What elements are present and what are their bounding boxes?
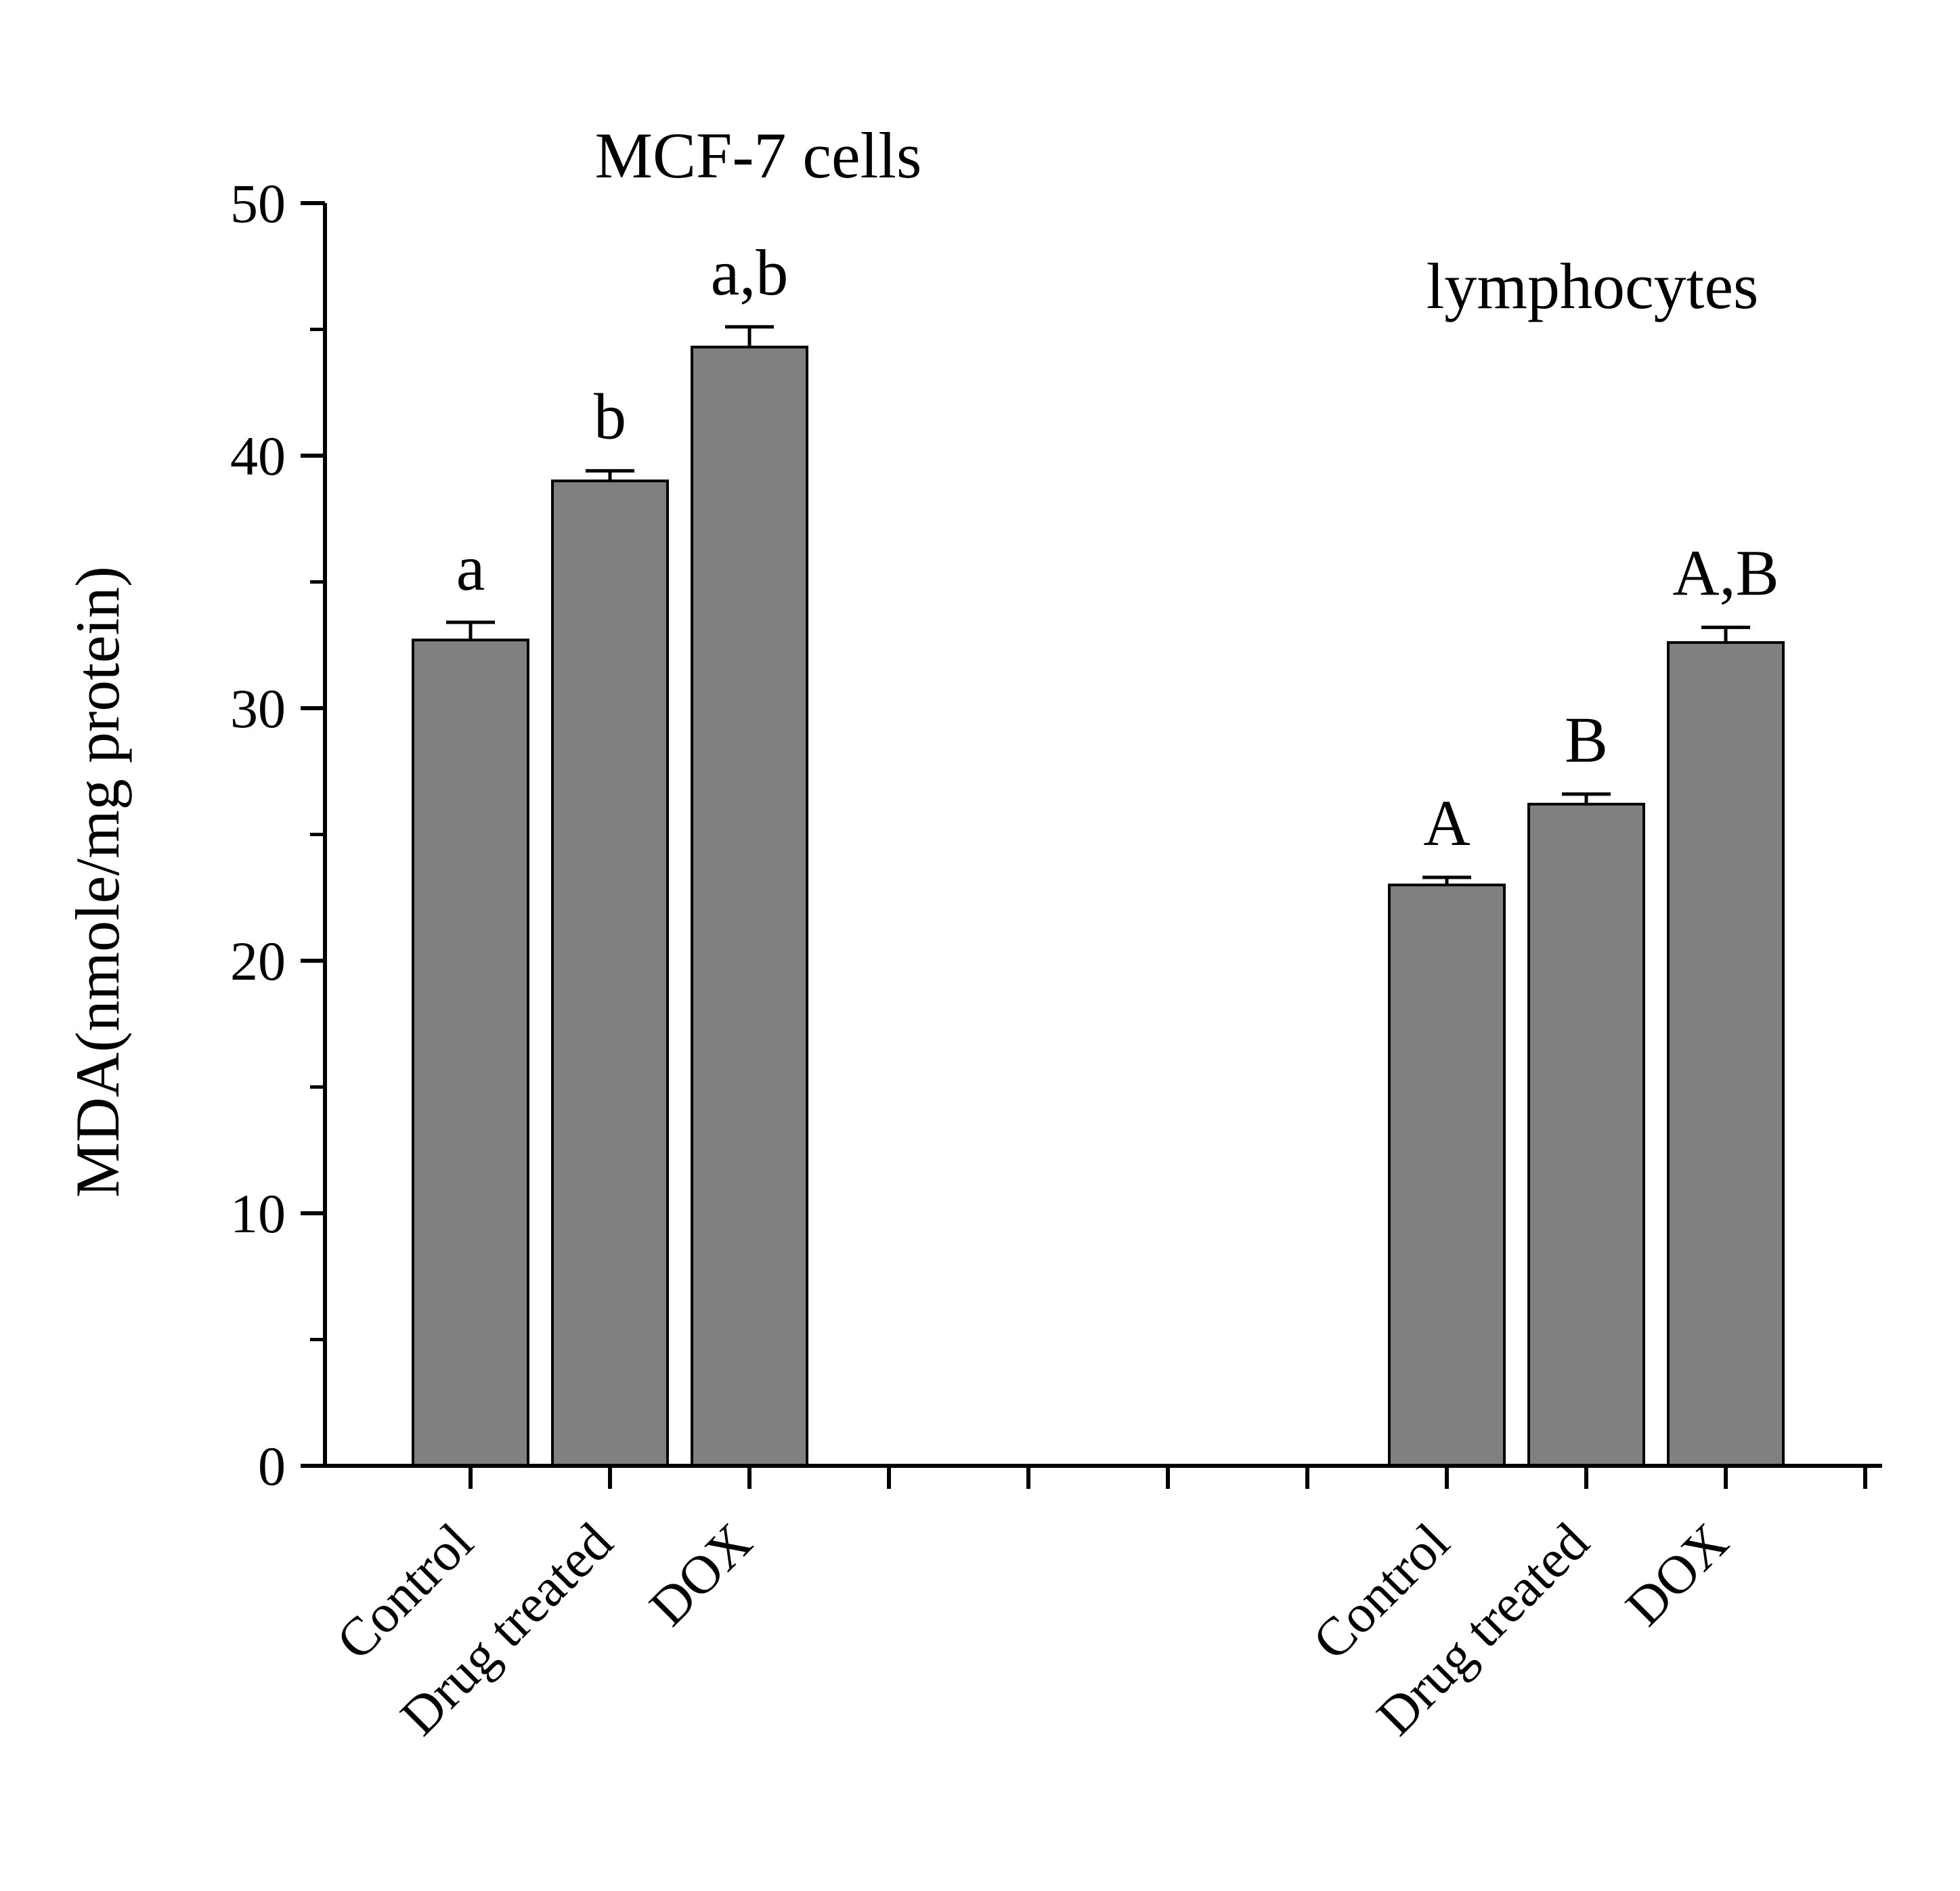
significance-label: B — [1565, 703, 1608, 776]
group-title: lymphocytes — [1427, 250, 1759, 322]
significance-label: a,b — [711, 236, 789, 309]
y-tick-label: 10 — [230, 1183, 286, 1244]
significance-label: A — [1423, 787, 1470, 859]
bar — [412, 638, 529, 1467]
x-category-label: DOX — [638, 1513, 764, 1638]
y-tick-label: 50 — [230, 173, 286, 234]
bar — [691, 345, 808, 1467]
significance-label: a — [456, 531, 485, 604]
bar — [1388, 884, 1506, 1467]
bar — [1527, 802, 1645, 1467]
bar — [1667, 641, 1785, 1467]
significance-label: A,B — [1672, 537, 1779, 609]
group-title: MCF-7 cells — [595, 119, 922, 192]
y-tick-label: 30 — [230, 678, 286, 739]
bar — [551, 479, 669, 1467]
y-tick-label: 20 — [230, 930, 286, 992]
y-tick-label: 40 — [230, 425, 286, 487]
y-tick-label: 0 — [258, 1435, 286, 1497]
y-axis-title: MDA(nmole/mg protein) — [63, 566, 132, 1198]
significance-label: b — [594, 380, 626, 452]
x-category-label: DOX — [1615, 1513, 1740, 1638]
